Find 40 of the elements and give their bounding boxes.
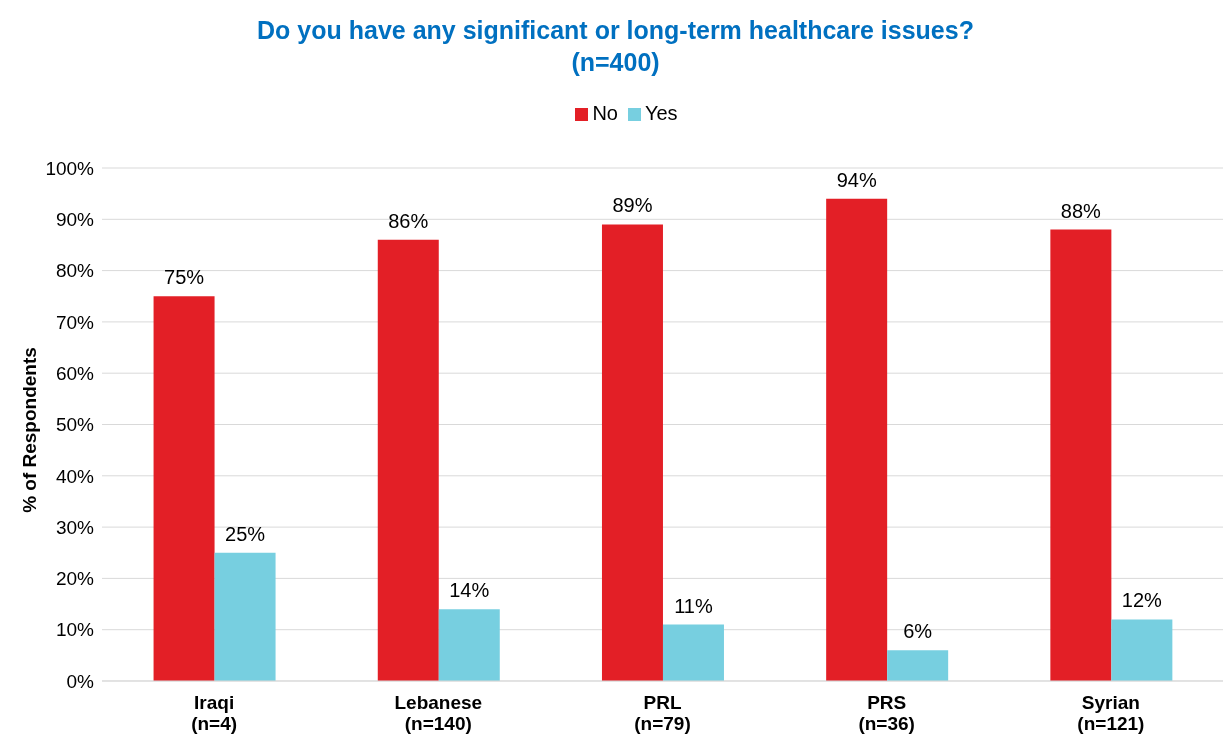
bar bbox=[1050, 229, 1112, 681]
y-axis-title: % of Respondents bbox=[19, 347, 41, 513]
data-label: 11% bbox=[674, 594, 713, 617]
bar bbox=[662, 624, 724, 681]
bar bbox=[153, 296, 215, 681]
data-label: 94% bbox=[836, 168, 877, 191]
x-tick-label: PRS (n=36) bbox=[858, 692, 915, 734]
bar bbox=[438, 609, 500, 681]
x-tick-label: PRL (n=79) bbox=[634, 692, 691, 734]
y-tick-label: 70% bbox=[55, 311, 95, 333]
y-tick-label: 40% bbox=[55, 465, 95, 487]
x-tick-label: Syrian (n=121) bbox=[1077, 692, 1145, 734]
data-label: 88% bbox=[1060, 199, 1102, 222]
y-tick-label: 80% bbox=[55, 260, 95, 282]
x-tick-label: Lebanese (n=140) bbox=[394, 692, 483, 734]
y-tick-label: 10% bbox=[55, 619, 95, 641]
legend-label: Yes bbox=[644, 102, 678, 124]
data-label: 89% bbox=[612, 194, 653, 217]
bar bbox=[826, 198, 888, 681]
data-label: 12% bbox=[1121, 589, 1163, 612]
y-tick-label: 60% bbox=[55, 362, 95, 384]
y-tick-label: 20% bbox=[55, 568, 95, 590]
data-label: 6% bbox=[903, 620, 933, 643]
bar bbox=[214, 552, 276, 681]
bar bbox=[1111, 619, 1173, 681]
chart-title: Do you have any significant or long-term healthcare issues? (n=400) bbox=[256, 15, 975, 78]
y-tick-label: 0% bbox=[66, 670, 95, 692]
bar bbox=[601, 224, 663, 681]
data-label: 86% bbox=[388, 209, 429, 232]
x-tick-label: Iraqi (n=4) bbox=[191, 692, 238, 734]
bar bbox=[887, 650, 949, 681]
data-label: 75% bbox=[164, 266, 205, 289]
data-label: 25% bbox=[225, 522, 266, 545]
y-tick-label: 90% bbox=[55, 209, 95, 231]
y-tick-label: 100% bbox=[45, 157, 95, 179]
y-tick-label: 50% bbox=[55, 414, 95, 436]
data-label: 14% bbox=[449, 579, 490, 602]
y-tick-label: 30% bbox=[55, 516, 95, 538]
bar bbox=[377, 239, 439, 681]
legend-label: No bbox=[592, 102, 618, 124]
